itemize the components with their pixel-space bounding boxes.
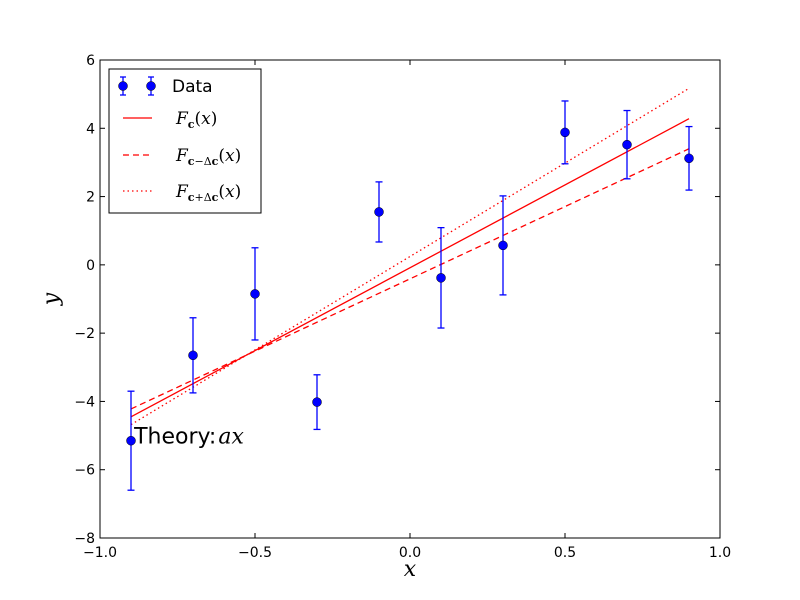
y-axis-ticks: −8 −6 −4 −2 0 2 4 6 [74,53,720,547]
annotation-text: Theory: [133,425,216,450]
x-tick-label: 1.0 [709,545,731,561]
legend-frame [108,68,262,214]
series-line-dashed [130,148,690,410]
y-tick-label: −4 [74,394,95,410]
series-line-solid [130,118,690,418]
legend-label-fc-minus: Fc−Δc(x) [175,146,241,168]
y-tick-label: −8 [74,531,95,547]
data-point [250,289,260,299]
plot-points [126,127,694,446]
x-tick-label: 0.0 [399,545,421,561]
data-point [312,397,322,407]
legend-entry-fc: Fc(x) [123,109,217,131]
y-tick-label: 0 [86,258,95,274]
legend-label-fc: Fc(x) [175,109,217,131]
x-tick-label: −0.5 [238,545,272,561]
data-point [560,127,570,138]
legend-entry-fc-minus: Fc−Δc(x) [123,146,241,168]
y-tick-label: −6 [74,463,95,479]
data-point [498,240,508,251]
data-point [436,273,446,283]
theory-annotation: Theory: ax [133,425,244,450]
data-point [622,139,632,150]
annotation-math: ax [218,425,244,450]
legend-entry-data: Data [118,76,213,97]
data-point [374,207,384,217]
x-tick-label: 0.5 [554,545,576,561]
y-tick-label: 6 [86,53,95,69]
series-line-dotted [130,87,690,426]
data-point [126,435,136,446]
y-tick-label: 2 [86,190,95,206]
x-axis-ticks: −1.0 −0.5 0.0 0.5 1.0 [83,60,731,561]
plot-lines [130,87,690,426]
legend-label-data: Data [172,77,213,97]
data-point [684,153,694,164]
legend-data-marker [118,76,156,96]
y-axis-label: y [39,292,64,306]
y-tick-label: −2 [74,326,95,342]
x-tick-label: −1.0 [83,545,117,561]
data-point [188,350,198,361]
x-axis-label: x [404,557,417,582]
legend-label-fc-plus: Fc+Δc(x) [175,182,241,204]
legend-entry-fc-plus: Fc+Δc(x) [123,182,241,204]
y-tick-label: 4 [86,121,95,137]
legend: Data Fc(x) Fc−Δc(x) Fc+Δc(x) [108,68,262,214]
